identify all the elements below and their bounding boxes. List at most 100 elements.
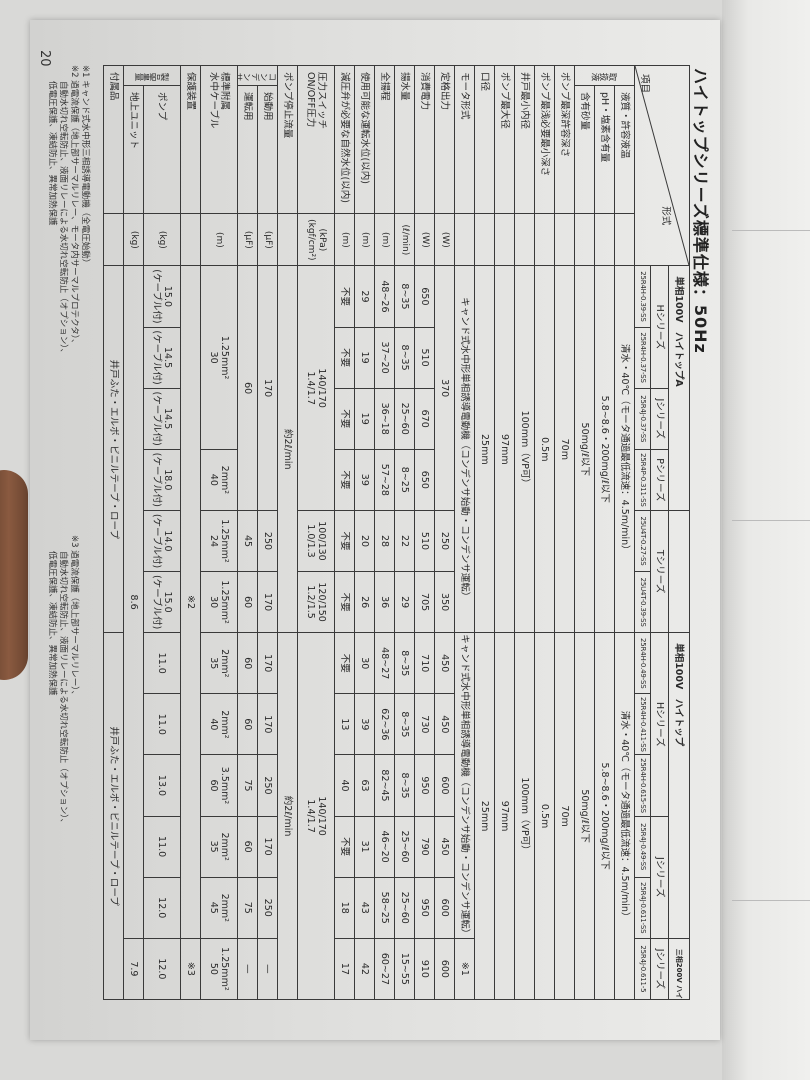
value-cell: 8~35 (394, 754, 415, 817)
value-cell: 450 (434, 693, 455, 755)
value-text: 15.0 (162, 591, 173, 613)
table-row: モータ形式 キャンド式水中形単相誘導電動機（コンデンサ始動・コンデンサ運転） キャン… (454, 65, 475, 1000)
value-text: 100/130 (316, 521, 327, 561)
value-cell: 1.25mm² 30 (200, 571, 238, 633)
table-row: ポンプ最大径 97mm 97mm (494, 65, 515, 1000)
value-cell: 17 (334, 938, 355, 1000)
value-cell: 910 (414, 938, 435, 1000)
row-label: 圧力スイッチ ON/OFF圧力 (297, 65, 335, 214)
table-row: 運転用 (μF) 60 45 60 60 60 75 60 75— (237, 66, 258, 1000)
value-cell: 39 (354, 449, 375, 511)
value-text-line2: (ケーブル付) (151, 269, 162, 324)
value-cell: 70m (554, 632, 575, 1000)
value-cell: 36~18 (374, 388, 395, 450)
row-label-text: 標準附属 (219, 72, 230, 111)
value-text: 140/170 (316, 796, 327, 836)
value-cell: 14.5 (ケーブル付) (143, 327, 181, 389)
unit-cell (494, 213, 515, 266)
value-text-line2: 35 (208, 657, 219, 670)
value-text: 1.25mm² (219, 519, 230, 563)
row-label: 使用可能な運転水位(以内) (354, 65, 375, 214)
table-row: 減圧弁が必要な自然水位(以内) (m) 不要 不要 不要 不要 不要 不要 不要 13 40 不要 18… (334, 65, 355, 1000)
table-row: 取扱液 液質・許容液温 清水・40℃（モータ通過最低流速：4.5m/min） 清水・4… (574, 65, 635, 1000)
row-label: 標準附属 水中ケーブル (200, 65, 238, 214)
value-cell: 井戸ふた・エルボ・ビニルテープ・ロープ (103, 265, 124, 633)
unit-cell: (m) (334, 213, 355, 266)
series-header: Jシリーズ (650, 938, 669, 1000)
table-row: 製品重量 ポンプ (kg) 15.0 (ケーブル付) 14.5 (ケーブル付) 14.5 (ケー… (123, 65, 181, 1000)
value-cell: 2mm² 45 (200, 877, 238, 939)
unit-cell: (W) (434, 213, 455, 266)
row-label: 揚水量 (394, 65, 415, 214)
table-row: ポンプ最深許容深さ 70m 70m (554, 65, 575, 1000)
value-cell: 0.5m (534, 265, 555, 633)
value-cell: 600 (434, 938, 455, 1000)
row-label: 全揚程 (374, 65, 395, 214)
row-label: ポンプ最大径 (494, 65, 515, 214)
series-band: 単相100V ハイトップA (668, 265, 690, 511)
unit-cell (180, 213, 201, 266)
value-cell: 100mm（VP可） (514, 632, 535, 1000)
value-cell: 730 (414, 693, 435, 755)
row-label: モータ形式 (454, 65, 475, 214)
row-label: 運転用 (237, 85, 258, 214)
value-cell: 250 (257, 754, 278, 817)
value-cell: 19 (354, 388, 375, 450)
value-cell: 97mm (494, 632, 515, 1000)
value-cell: 14.0 (ケーブル付) (143, 510, 181, 572)
model-header-cell: 25R4H-0.615-SS (634, 754, 651, 817)
value-text-line2: 40 (208, 473, 219, 486)
value-cell: 37~20 (374, 327, 395, 389)
value-text: 2mm² (219, 465, 230, 495)
value-cell: 2mm² 35 (200, 632, 238, 694)
value-cell: 1.25mm² 50 (200, 938, 238, 1000)
unit-cell: (kg) (123, 213, 144, 266)
row-label: 始動用 (257, 85, 278, 214)
model-header-cell: 25R4P-0.311-SS (634, 449, 651, 511)
value-cell: 不要 (334, 816, 355, 878)
value-cell: 450 (434, 632, 455, 694)
value-cell: 14.5 (ケーブル付) (143, 388, 181, 450)
row-label-text-line2: ON/OFF圧力 (305, 72, 316, 128)
value-cell: 250 (434, 510, 455, 572)
value-cell: 2mm² 40 (200, 449, 238, 511)
value-cell: 170 (257, 632, 278, 694)
value-cell: 1.25mm² 24 (200, 510, 238, 572)
unit-cell (574, 213, 595, 266)
unit-cell: (m) (374, 213, 395, 266)
value-text: 1.25mm² (219, 947, 230, 991)
page-number: 20 (37, 50, 52, 67)
row-label: 含有砂量 (574, 85, 595, 214)
value-text-line2: 30 (208, 351, 219, 364)
value-cell: 63 (354, 754, 375, 817)
value-cell: 950 (414, 754, 435, 817)
value-cell: ※1 (454, 938, 475, 1000)
model-header-cell: 25R4H-0.39-SS (634, 265, 651, 328)
value-cell: 不要 (334, 449, 355, 511)
value-cell: 19 (354, 327, 375, 389)
unit-cell: (kg) (143, 213, 181, 266)
value-text-line2: (ケーブル付) (151, 513, 162, 569)
value-cell: 不要 (334, 327, 355, 389)
value-cell: 12.0 (143, 877, 181, 939)
value-cell: 140/170 1.4/1.7 (297, 632, 335, 1000)
value-text: 2mm² (219, 832, 230, 861)
table-row: 定格出力 (W) 370 250 350 450 450 600 450 600 600 (434, 65, 455, 1000)
table-row: 口径 25mm 25mm (474, 65, 495, 1000)
unit-cell (534, 213, 555, 266)
value-text: 120/150 (316, 582, 327, 622)
value-cell: 60 (237, 816, 258, 878)
value-cell: 8~35 (394, 265, 415, 328)
value-cell: 70m (554, 265, 575, 633)
value-cell: 8~35 (394, 632, 415, 694)
row-label: 井戸最小内径 (514, 65, 535, 214)
value-cell: ※2 (180, 265, 201, 939)
value-cell: 100/130 1.0/1.3 (297, 510, 335, 572)
series-header: Tシリーズ (650, 510, 669, 633)
unit-text: (kPa) (317, 228, 327, 252)
value-text-line2: 50 (208, 962, 219, 975)
value-cell: 370 (434, 265, 455, 511)
value-cell: 140/170 1.4/1.7 (297, 265, 335, 511)
model-header-cell: 25R4H-0.37-SS (634, 327, 651, 389)
value-cell: 600 (434, 754, 455, 817)
